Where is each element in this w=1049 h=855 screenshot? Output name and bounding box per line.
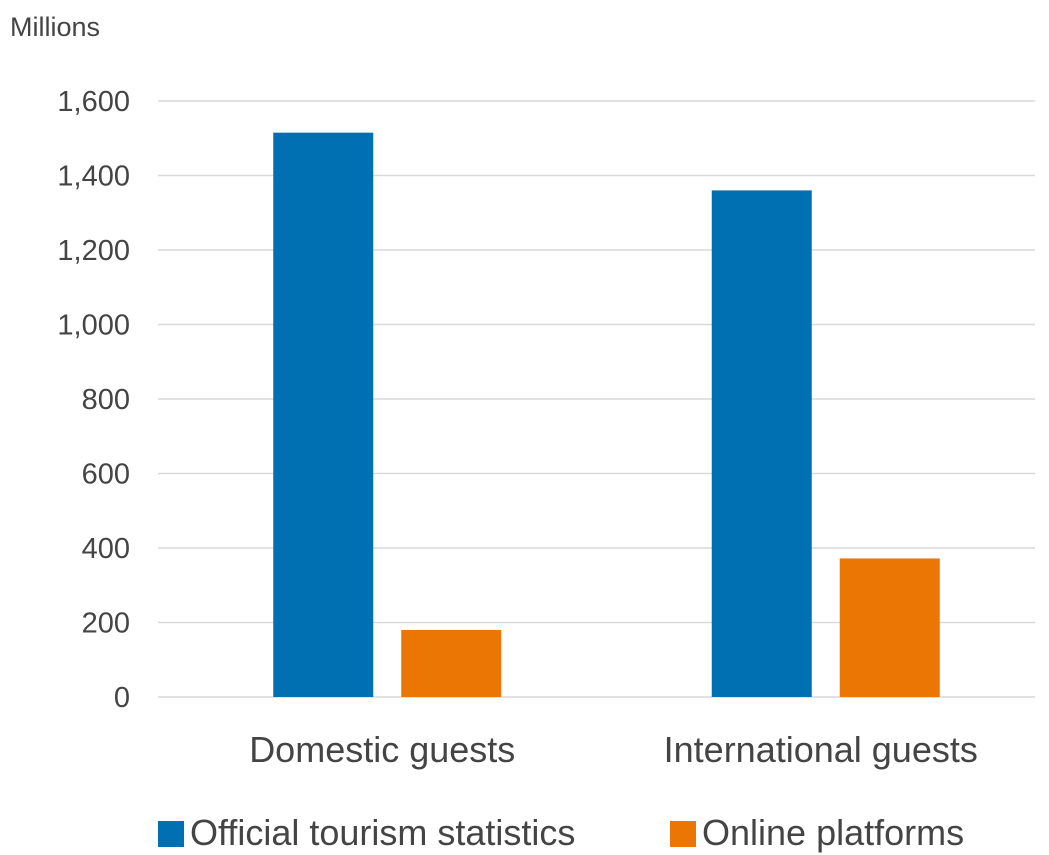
legend: Official tourism statistics Online platfo… bbox=[158, 812, 964, 853]
y-tick-label: 1,600 bbox=[57, 86, 130, 118]
y-tick-label: 1,400 bbox=[57, 161, 130, 193]
bars bbox=[273, 132, 940, 698]
x-category-label: Domestic guests bbox=[249, 729, 515, 770]
bar-official-domestic bbox=[273, 132, 374, 698]
legend-swatch bbox=[158, 821, 184, 847]
y-tick-label: 600 bbox=[82, 459, 130, 491]
y-axis-tick-labels: 0 200 400 600 800 1,000 1,200 1,400 1,600 bbox=[57, 86, 130, 714]
y-tick-label: 0 bbox=[114, 682, 130, 714]
bar-online-domestic bbox=[401, 629, 502, 697]
y-tick-label: 1,000 bbox=[57, 310, 130, 342]
y-tick-label: 800 bbox=[82, 384, 130, 416]
legend-swatch bbox=[670, 821, 696, 847]
x-category-label: International guests bbox=[664, 729, 978, 770]
y-tick-label: 200 bbox=[82, 608, 130, 640]
y-axis-unit-label: Millions bbox=[10, 12, 100, 42]
bar-online-international bbox=[839, 558, 940, 697]
bar-official-international bbox=[711, 190, 812, 697]
y-tick-label: 1,200 bbox=[57, 235, 130, 267]
legend-label: Official tourism statistics bbox=[190, 812, 575, 853]
y-tick-label: 400 bbox=[82, 533, 130, 565]
x-axis-category-labels: Domestic guests International guests bbox=[249, 729, 978, 770]
legend-label: Online platforms bbox=[702, 812, 964, 853]
